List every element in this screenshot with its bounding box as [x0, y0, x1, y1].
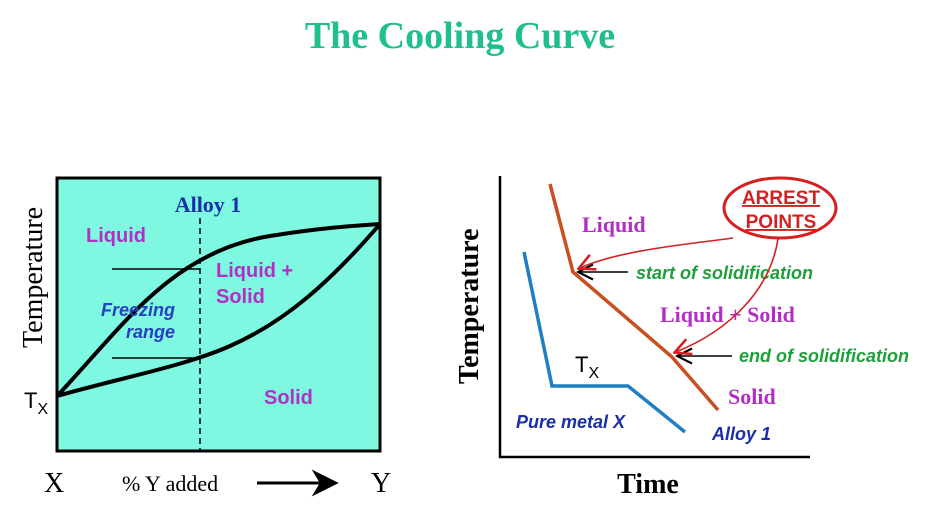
x-axis-left-label: X: [44, 468, 64, 499]
liquidus-curve: [55, 222, 381, 398]
region-mix-label-1: Liquid +: [216, 260, 293, 282]
region-mix-label-2: Solid: [216, 286, 265, 308]
tx-letter: T: [24, 388, 37, 413]
arrest-arrow-end: [676, 238, 779, 352]
cooling-solid-label: Solid: [728, 384, 776, 409]
alloy-1-label: Alloy 1: [175, 192, 242, 217]
freezing-range-label-1: Freezing: [101, 300, 175, 320]
solidus-curve: [56, 222, 382, 398]
tx-subscript: X: [37, 401, 48, 418]
tx-subscript: X: [588, 365, 599, 382]
arrest-points-label-2: POINTS: [746, 212, 817, 233]
freezing-range-label-2: range: [126, 322, 175, 342]
phase-diagram: Alloy 1 Liquid Liquid + Solid Solid Free…: [18, 176, 391, 499]
phase-diagram-ylabel: Temperature: [18, 207, 49, 348]
cooling-mix-label: Liquid + Solid: [660, 302, 795, 327]
page-title: The Cooling Curve: [305, 15, 615, 57]
pure-metal-label: Pure metal X: [516, 412, 626, 432]
arrest-arrow-start: [580, 237, 734, 268]
arrest-points-label-1: ARREST: [742, 188, 821, 209]
alloy-curve: [548, 183, 720, 412]
tx-label-right: TX: [575, 352, 599, 382]
region-solid-label: Solid: [264, 387, 313, 409]
cooling-ylabel: Temperature: [454, 228, 485, 384]
start-solidification-note: start of solidification: [636, 263, 813, 283]
tx-label-left: TX: [24, 388, 48, 418]
cooling-curve: Temperature Time Liquid Liquid + Solid S…: [454, 176, 909, 500]
end-solidification-note: end of solidification: [739, 346, 909, 366]
alloy-curve-label: Alloy 1: [711, 424, 771, 444]
cooling-xlabel: Time: [617, 469, 679, 500]
pure-metal-curve: [522, 251, 687, 434]
tx-letter: T: [575, 352, 588, 377]
x-axis-label: % Y added: [122, 471, 218, 496]
region-liquid-label: Liquid: [86, 225, 146, 247]
phase-diagram-frame: [55, 176, 382, 453]
cooling-liquid-label: Liquid: [582, 212, 646, 237]
x-axis-right-label: Y: [371, 468, 391, 499]
arrest-points-oval: [722, 176, 838, 240]
